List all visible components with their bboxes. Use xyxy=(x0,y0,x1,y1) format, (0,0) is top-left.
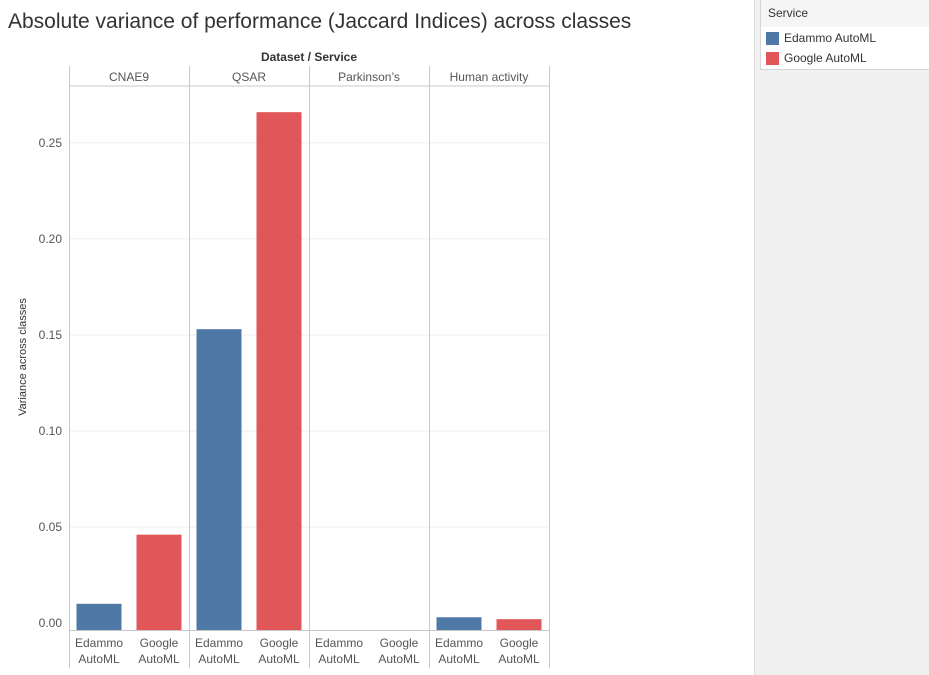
column-header: Dataset / Service xyxy=(261,50,357,64)
group-label: Parkinson’s xyxy=(338,70,400,84)
legend-swatch xyxy=(766,51,779,65)
x-tick-label: Edammo xyxy=(315,636,363,650)
x-tick-label: Edammo xyxy=(195,636,243,650)
group-label: Human activity xyxy=(450,70,529,84)
bar-edammo-automl xyxy=(76,603,122,630)
y-tick-label: 0.25 xyxy=(39,136,63,150)
legend-header xyxy=(761,0,929,27)
x-tick-label: Google xyxy=(260,636,299,650)
x-tick-label: Edammo xyxy=(75,636,123,650)
group-labels: CNAE9 QSAR Parkinson’s Human activity xyxy=(109,70,528,84)
x-tick-label: Google xyxy=(500,636,539,650)
legend-swatch xyxy=(766,31,779,45)
x-tick-label: Google xyxy=(380,636,419,650)
legend: Service Edammo AutoML Google AutoML xyxy=(760,0,929,70)
y-axis-label: Variance across classes xyxy=(17,298,29,416)
legend-title: Service xyxy=(768,6,809,20)
x-tick-label: AutoML xyxy=(198,652,240,666)
x-tick-label: Google xyxy=(140,636,179,650)
legend-label: Edammo AutoML xyxy=(784,31,877,45)
y-tick-label: 0.20 xyxy=(39,232,63,246)
bar-google-automl xyxy=(136,534,182,630)
bar-google-automl xyxy=(256,112,302,631)
x-tick-label: AutoML xyxy=(138,652,180,666)
legend-item-google[interactable]: Google AutoML xyxy=(766,51,867,65)
bar-edammo-automl xyxy=(196,329,242,630)
x-tick-label: AutoML xyxy=(78,652,120,666)
x-tick-label: AutoML xyxy=(318,652,360,666)
y-tick-label: 0.00 xyxy=(39,616,63,630)
x-tick-label: AutoML xyxy=(438,652,480,666)
group-label: QSAR xyxy=(232,70,266,84)
y-tick-label: 0.05 xyxy=(39,520,63,534)
bar-edammo-automl xyxy=(436,617,482,630)
x-tick-label: AutoML xyxy=(258,652,300,666)
x-axis-ticks: Edammo AutoML Google AutoML Edammo AutoML Goog… xyxy=(75,636,540,666)
bars xyxy=(76,112,542,631)
x-tick-label: AutoML xyxy=(498,652,540,666)
bar-google-automl xyxy=(496,619,542,630)
right-panel xyxy=(754,0,929,675)
legend-item-edammo[interactable]: Edammo AutoML xyxy=(766,31,876,45)
y-axis-ticks: 0.00 0.05 0.10 0.15 0.20 0.25 xyxy=(39,136,63,630)
x-tick-label: AutoML xyxy=(378,652,420,666)
y-tick-label: 0.10 xyxy=(39,424,63,438)
chart-title: Absolute variance of performance (Jaccar… xyxy=(8,10,632,33)
x-tick-label: Edammo xyxy=(435,636,483,650)
group-label: CNAE9 xyxy=(109,70,149,84)
legend-label: Google AutoML xyxy=(784,51,867,65)
panel-frame xyxy=(69,66,550,668)
y-tick-label: 0.15 xyxy=(39,328,63,342)
